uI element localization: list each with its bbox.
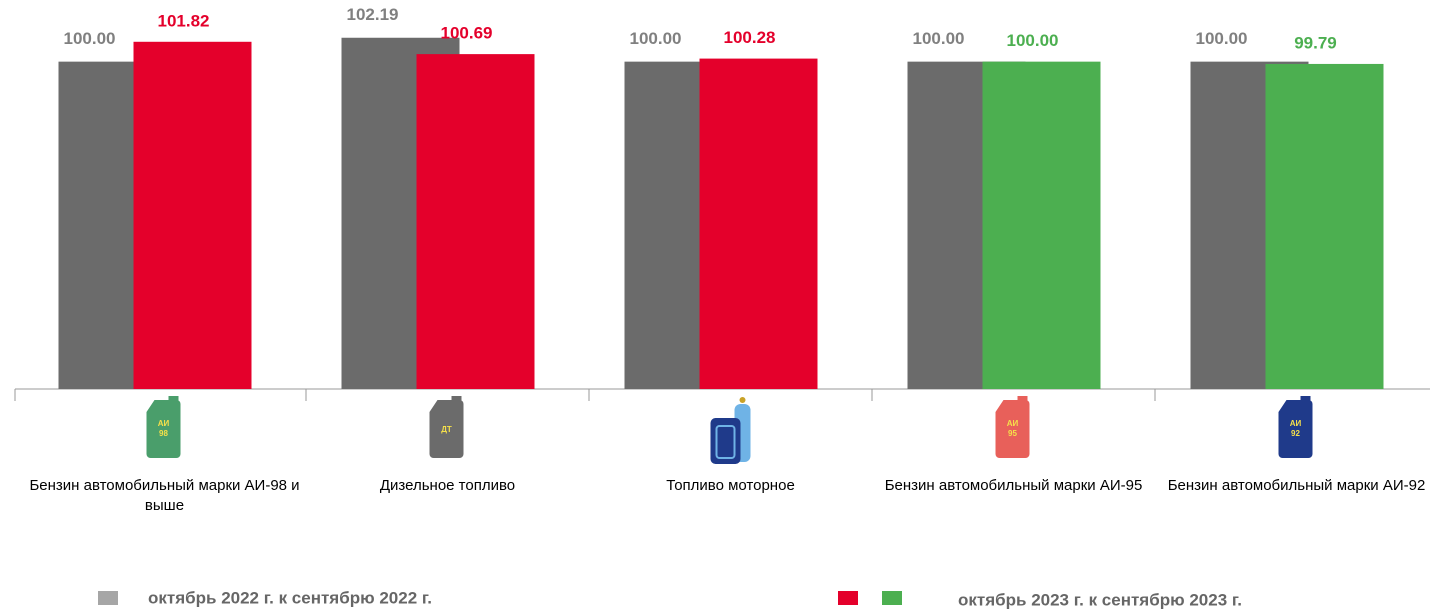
canister-cap — [1017, 396, 1028, 401]
value-label: 100.00 — [1196, 29, 1248, 48]
fuel-icon: ДТ — [429, 396, 464, 458]
icon-label: 95 — [1008, 429, 1017, 438]
legend-label: октябрь 2023 г. к сентябрю 2023 г. — [958, 590, 1242, 609]
value-label: 100.28 — [724, 28, 776, 47]
canister-cap — [168, 396, 179, 401]
value-label: 100.00 — [630, 29, 682, 48]
value-label: 101.82 — [158, 11, 210, 30]
bar — [133, 41, 252, 389]
value-label: 99.79 — [1294, 33, 1337, 52]
canister — [429, 400, 464, 458]
bar — [1265, 63, 1384, 389]
valve — [739, 397, 746, 403]
value-label: 100.69 — [441, 24, 493, 43]
icon-label: АИ — [158, 419, 170, 428]
canister — [146, 400, 181, 458]
icon-label: АИ — [1007, 419, 1019, 428]
category-label: Бензин автомобильный марки АИ-92 — [1167, 477, 1426, 494]
legend-label: октябрь 2022 г. к сентябрю 2022 г. — [148, 588, 432, 607]
value-label: 100.00 — [64, 29, 116, 48]
category-label: Дизельное топливо — [379, 477, 516, 494]
canister-cap — [1300, 396, 1311, 401]
icon-label: ДТ — [441, 425, 452, 434]
legend-swatch — [838, 591, 858, 605]
canister — [995, 400, 1030, 458]
category-label: Топливо моторное — [666, 477, 795, 494]
canister — [1278, 400, 1313, 458]
value-label: 102.19 — [347, 5, 399, 24]
fuel-icon — [710, 397, 751, 464]
icon-label: 92 — [1291, 429, 1300, 438]
category-label: Бензин автомобильный марки АИ-98 и выше — [29, 477, 300, 514]
icon-label: 98 — [159, 429, 168, 438]
value-label: 100.00 — [1007, 31, 1059, 50]
canister-cap — [451, 396, 462, 401]
bar — [699, 58, 818, 389]
legend-swatch — [98, 591, 118, 605]
canister-window — [715, 425, 736, 459]
bar — [416, 54, 535, 389]
legend-swatch — [882, 591, 902, 605]
bar — [982, 61, 1101, 389]
canister — [710, 418, 741, 464]
icon-label: АИ — [1290, 419, 1302, 428]
value-label: 100.00 — [913, 29, 965, 48]
category-label: Бензин автомобильный марки АИ-95 — [884, 477, 1143, 494]
